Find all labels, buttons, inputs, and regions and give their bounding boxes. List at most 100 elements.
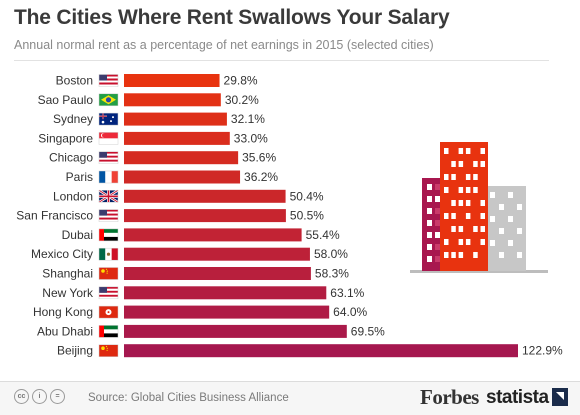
- window: [480, 239, 485, 245]
- window: [458, 252, 464, 258]
- us-flag-icon: [98, 209, 119, 222]
- bar: [124, 247, 310, 261]
- value-label: 50.4%: [290, 189, 324, 203]
- bar: [124, 170, 241, 184]
- window: [517, 228, 522, 234]
- window: [480, 226, 485, 232]
- window: [458, 239, 464, 245]
- bar: [124, 93, 221, 107]
- window: [480, 200, 485, 206]
- statista-logo[interactable]: statista: [486, 387, 549, 408]
- window: [444, 213, 449, 219]
- value-label: 50.5%: [290, 209, 324, 223]
- window: [465, 148, 471, 154]
- category-label: Boston: [56, 74, 93, 88]
- window: [451, 174, 456, 180]
- value-label: 64.0%: [333, 305, 367, 319]
- bar: [124, 228, 302, 242]
- chart-title: The Cities Where Rent Swallows Your Sala…: [14, 6, 450, 29]
- window: [465, 239, 471, 245]
- ground-line: [410, 270, 548, 273]
- us-flag-icon: [98, 151, 119, 164]
- window: [435, 208, 440, 214]
- window: [465, 187, 471, 193]
- window: [480, 161, 485, 167]
- category-label: Singapore: [38, 131, 93, 145]
- window: [458, 161, 464, 167]
- uae-flag-icon: [98, 228, 119, 242]
- value-label: 30.2%: [225, 93, 259, 107]
- china-flag-icon: [98, 267, 119, 280]
- value-label: 55.4%: [306, 228, 340, 242]
- uk-flag-icon: [98, 189, 119, 204]
- creative-commons-icon[interactable]: cc: [14, 389, 29, 404]
- brazil-flag-icon: [98, 93, 119, 107]
- category-label: Mexico City: [31, 247, 93, 261]
- bar-chart: Boston 29.8% Sao Paulo 30.2% Sydney 32.1% Sing…: [16, 74, 563, 358]
- value-label: 29.8%: [224, 74, 258, 88]
- window: [480, 148, 485, 154]
- bar: [124, 189, 286, 203]
- window: [435, 184, 440, 190]
- attribution-icon[interactable]: i: [32, 389, 47, 404]
- category-label: Beijing: [57, 344, 93, 358]
- window: [451, 161, 456, 167]
- category-label: Abu Dhabi: [37, 324, 93, 338]
- window: [444, 174, 449, 180]
- us-flag-icon: [98, 286, 119, 300]
- value-label: 32.1%: [231, 112, 265, 126]
- window: [499, 228, 504, 234]
- window: [451, 213, 456, 219]
- category-label: Sydney: [53, 112, 93, 126]
- window: [465, 174, 471, 180]
- window: [427, 196, 432, 202]
- no-derivatives-icon[interactable]: =: [50, 389, 65, 404]
- category-label: San Francisco: [16, 209, 93, 223]
- window: [480, 213, 485, 219]
- bar: [124, 112, 227, 126]
- building-center: [440, 142, 488, 271]
- window: [465, 213, 471, 219]
- us-flag-icon: [98, 74, 119, 87]
- buildings-illustration: [410, 142, 548, 273]
- australia-flag-icon: [98, 112, 119, 126]
- source-note: Source: Global Cities Business Alliance: [88, 392, 289, 404]
- category-label: Hong Kong: [33, 305, 93, 319]
- category-label: Sao Paulo: [38, 93, 94, 107]
- window: [473, 187, 478, 193]
- category-label: Chicago: [49, 151, 93, 165]
- category-label: New York: [42, 286, 94, 300]
- building-windows: [427, 148, 522, 262]
- value-label: 122.9%: [522, 344, 563, 358]
- window: [435, 220, 440, 226]
- window: [451, 200, 456, 206]
- window: [427, 256, 432, 262]
- window: [508, 216, 513, 222]
- window: [473, 252, 478, 258]
- value-label: 36.2%: [244, 170, 278, 184]
- window: [427, 244, 432, 250]
- bar: [124, 324, 347, 338]
- window: [444, 239, 449, 245]
- window: [508, 192, 513, 198]
- bar: [124, 344, 518, 358]
- window: [490, 240, 495, 246]
- window: [473, 161, 478, 167]
- window: [427, 232, 432, 238]
- bar: [124, 74, 220, 87]
- window: [465, 200, 471, 206]
- bar: [124, 305, 330, 319]
- statista-logo-icon[interactable]: [552, 388, 568, 406]
- license-icons: cc i =: [14, 389, 65, 404]
- footer-divider: [0, 381, 580, 382]
- forbes-logo[interactable]: Forbes: [420, 385, 479, 409]
- window: [517, 204, 522, 210]
- window: [473, 226, 478, 232]
- value-label: 63.1%: [330, 286, 364, 300]
- category-label: London: [53, 189, 93, 203]
- window: [517, 252, 522, 258]
- category-label: Shanghai: [42, 267, 93, 281]
- hong-kong-flag-icon: [98, 305, 119, 319]
- window: [458, 226, 464, 232]
- window: [444, 187, 449, 193]
